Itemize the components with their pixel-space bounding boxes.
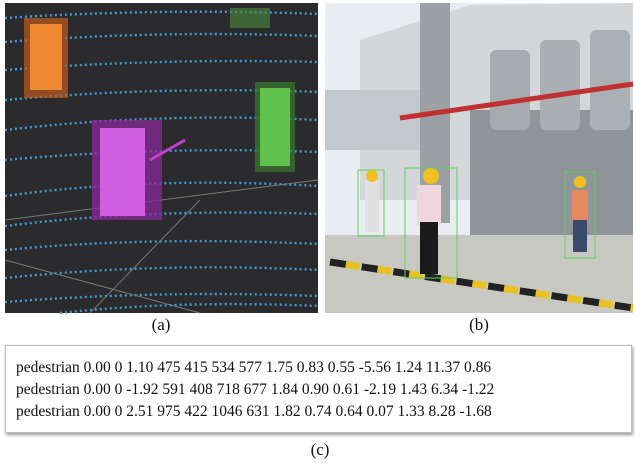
annotation-line: pedestrian 0.00 0 2.51 975 422 1046 631 … [16, 403, 492, 421]
figure: (a) (b) pedestrian 0.00 0 1.10 475 415 5… [0, 0, 635, 469]
images [0, 0, 635, 320]
annotation-line: pedestrian 0.00 0 -1.92 591 408 718 677 … [16, 381, 494, 399]
annotation-line: pedestrian 0.00 0 1.10 475 415 534 577 1… [16, 359, 491, 377]
panel-label: (b) [449, 315, 509, 335]
panel-label: (c) [290, 440, 350, 460]
panel-label: (a) [131, 315, 191, 335]
annotation-box: pedestrian 0.00 0 1.10 475 415 534 577 1… [5, 345, 632, 433]
point-cloud-image [5, 3, 318, 313]
photo-image [325, 3, 633, 313]
